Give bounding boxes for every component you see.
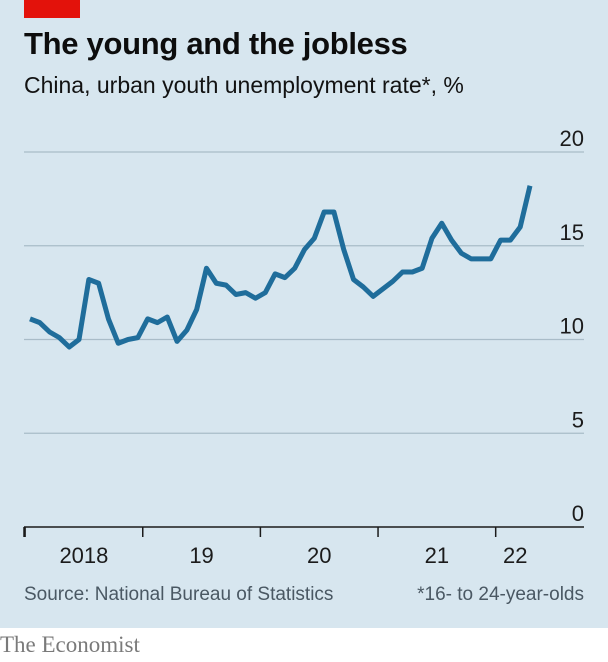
y-tick-label-20: 20 (560, 126, 584, 151)
x-tick-label-20: 20 (307, 543, 331, 568)
chart-title: The young and the jobless (24, 26, 408, 61)
y-tick-label-10: 10 (560, 314, 584, 339)
series-line (29, 185, 533, 350)
gridlines (24, 151, 584, 434)
source-note: Source: National Bureau of Statistics (24, 584, 334, 605)
x-tick-label-19: 19 (189, 543, 213, 568)
chart-subtitle: China, urban youth unemployment rate*, % (24, 72, 464, 98)
chart-panel (0, 0, 608, 628)
series-layer (29, 185, 533, 350)
x-tick-label-2018: 2018 (59, 543, 108, 568)
x-tick-label-22: 22 (503, 543, 527, 568)
x-tick-label-21: 21 (425, 543, 449, 568)
line-chart: 0 5 10 15 20 2018 19 20 21 22 (23, 126, 584, 568)
brand-red-tab (24, 0, 80, 18)
x-axis: 2018 19 20 21 22 (23, 526, 584, 568)
y-tick-label-0: 0 (572, 501, 584, 526)
y-tick-label-5: 5 (572, 407, 584, 432)
brand-logo-text: The Economist (0, 632, 140, 657)
footnote: *16- to 24-year-olds (417, 584, 584, 605)
y-axis-labels: 0 5 10 15 20 (560, 126, 584, 526)
y-tick-label-15: 15 (560, 220, 584, 245)
